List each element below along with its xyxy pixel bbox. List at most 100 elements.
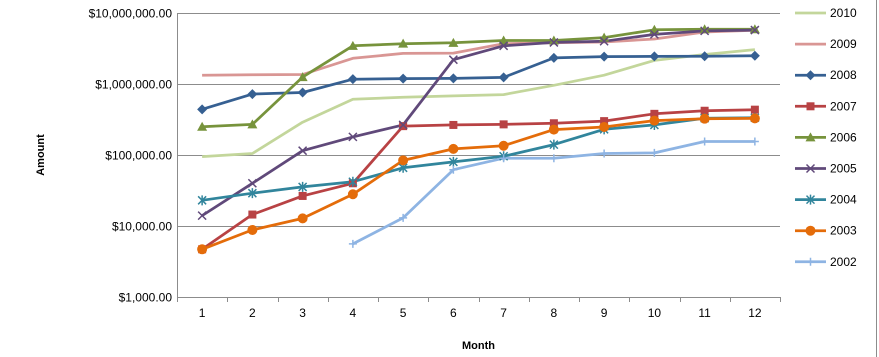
legend-label-2006: 2006 bbox=[830, 130, 857, 144]
x-tick-label: 4 bbox=[350, 306, 357, 320]
y-axis-title: Amount bbox=[35, 134, 47, 176]
legend-marker-2004 bbox=[805, 194, 816, 205]
data-point-2005 bbox=[499, 41, 509, 51]
legend-label-2004: 2004 bbox=[830, 193, 857, 207]
legend-marker-2006 bbox=[805, 132, 816, 142]
series-line-2010 bbox=[202, 48, 756, 158]
x-axis-title: Month bbox=[462, 340, 495, 352]
data-point-2005 bbox=[700, 26, 710, 36]
data-point-2004 bbox=[298, 181, 308, 192]
data-point-2006 bbox=[398, 38, 409, 48]
data-point-2006 bbox=[247, 119, 258, 129]
data-point-2005 bbox=[599, 36, 609, 46]
series-line-2004 bbox=[201, 116, 755, 202]
y-tick-label: $1,000,000.00 bbox=[95, 78, 172, 92]
series-markers bbox=[197, 24, 760, 255]
data-point-2003 bbox=[398, 155, 409, 166]
data-point-2006 bbox=[197, 121, 208, 131]
data-point-2002 bbox=[700, 137, 709, 146]
series-line-2005 bbox=[201, 28, 755, 217]
legend: 2010 2009 2008 2007 2006 2005 2004 2003 2002 bbox=[795, 6, 857, 269]
data-point-2006 bbox=[749, 24, 760, 34]
x-tick-label: 3 bbox=[299, 306, 306, 320]
data-point-2002 bbox=[549, 154, 558, 163]
legend-label-2010: 2010 bbox=[830, 6, 857, 20]
data-point-2006 bbox=[448, 37, 459, 47]
data-point-2008 bbox=[548, 52, 559, 63]
data-point-2002 bbox=[449, 165, 458, 174]
data-point-2007 bbox=[600, 117, 609, 126]
x-tick-label: 6 bbox=[450, 306, 457, 320]
data-point-2005 bbox=[247, 178, 257, 188]
data-point-2006 bbox=[347, 40, 358, 50]
legend-marker-2005 bbox=[805, 163, 816, 174]
data-point-2008 bbox=[649, 51, 660, 62]
data-point-2008 bbox=[247, 89, 258, 100]
x-tick-label: 11 bbox=[698, 306, 711, 320]
data-point-2007 bbox=[298, 191, 307, 200]
axes: $1,000.00 $10,000.00 $100,000.00 $1,000,000… bbox=[35, 7, 781, 352]
legend-label-2002: 2002 bbox=[830, 255, 857, 269]
data-point-2005 bbox=[398, 120, 408, 130]
data-point-2006 bbox=[548, 35, 559, 45]
x-tick-label: 12 bbox=[748, 306, 762, 320]
series-line-2009 bbox=[202, 28, 755, 77]
data-point-2005 bbox=[649, 29, 659, 39]
data-point-2005 bbox=[750, 25, 760, 35]
data-point-2003 bbox=[498, 140, 509, 151]
data-point-2007 bbox=[549, 119, 558, 128]
legend-label-2007: 2007 bbox=[830, 99, 857, 113]
legend-marker-2003 bbox=[805, 225, 816, 236]
data-point-2005 bbox=[348, 132, 358, 142]
x-tick-label: 10 bbox=[648, 306, 662, 320]
data-point-2004 bbox=[448, 156, 458, 167]
data-point-2002 bbox=[600, 149, 609, 158]
data-point-2006 bbox=[699, 24, 710, 34]
data-point-2002 bbox=[399, 213, 408, 222]
data-point-2008 bbox=[749, 50, 760, 61]
y-tick-label: $10,000,000.00 bbox=[89, 7, 173, 21]
data-point-2006 bbox=[297, 72, 308, 82]
data-point-2004 bbox=[197, 195, 207, 206]
y-tick-label: $1,000.00 bbox=[119, 291, 173, 305]
data-point-2007 bbox=[650, 109, 659, 118]
data-point-2003 bbox=[297, 213, 308, 224]
data-point-2007 bbox=[700, 106, 709, 115]
x-tick-label: 1 bbox=[199, 306, 206, 320]
data-point-2003 bbox=[548, 124, 559, 135]
data-point-2008 bbox=[498, 72, 509, 83]
data-point-2007 bbox=[248, 210, 257, 219]
x-tick-label: 9 bbox=[601, 306, 608, 320]
data-point-2004 bbox=[549, 139, 559, 150]
x-tick-label: 5 bbox=[400, 306, 407, 320]
data-point-2008 bbox=[699, 51, 710, 62]
data-point-2008 bbox=[448, 73, 459, 84]
data-point-2005 bbox=[549, 37, 559, 47]
data-point-2002 bbox=[499, 154, 508, 163]
data-point-2008 bbox=[297, 87, 308, 98]
data-point-2007 bbox=[399, 122, 408, 131]
series-line-2007 bbox=[201, 108, 755, 251]
data-point-2003 bbox=[347, 189, 358, 200]
data-point-2004 bbox=[247, 188, 257, 199]
data-point-2002 bbox=[650, 148, 659, 157]
x-tick-label: 2 bbox=[249, 306, 256, 320]
data-point-2003 bbox=[699, 113, 710, 124]
data-point-2002 bbox=[348, 239, 357, 248]
data-point-2003 bbox=[197, 244, 208, 255]
data-point-2006 bbox=[498, 35, 509, 45]
legend-label-2008: 2008 bbox=[830, 68, 857, 82]
legend-marker-2007 bbox=[806, 102, 815, 111]
data-point-2008 bbox=[347, 74, 358, 85]
data-point-2003 bbox=[649, 115, 660, 126]
data-point-2007 bbox=[449, 120, 458, 129]
legend-label-2005: 2005 bbox=[830, 162, 857, 176]
data-point-2002 bbox=[750, 137, 759, 146]
legend-marker-2008 bbox=[805, 70, 816, 81]
series-line-2006 bbox=[202, 27, 755, 129]
data-point-2008 bbox=[599, 51, 610, 62]
series-line-2008 bbox=[201, 54, 755, 111]
data-point-2008 bbox=[398, 73, 409, 84]
legend-marker-2002 bbox=[806, 257, 815, 266]
